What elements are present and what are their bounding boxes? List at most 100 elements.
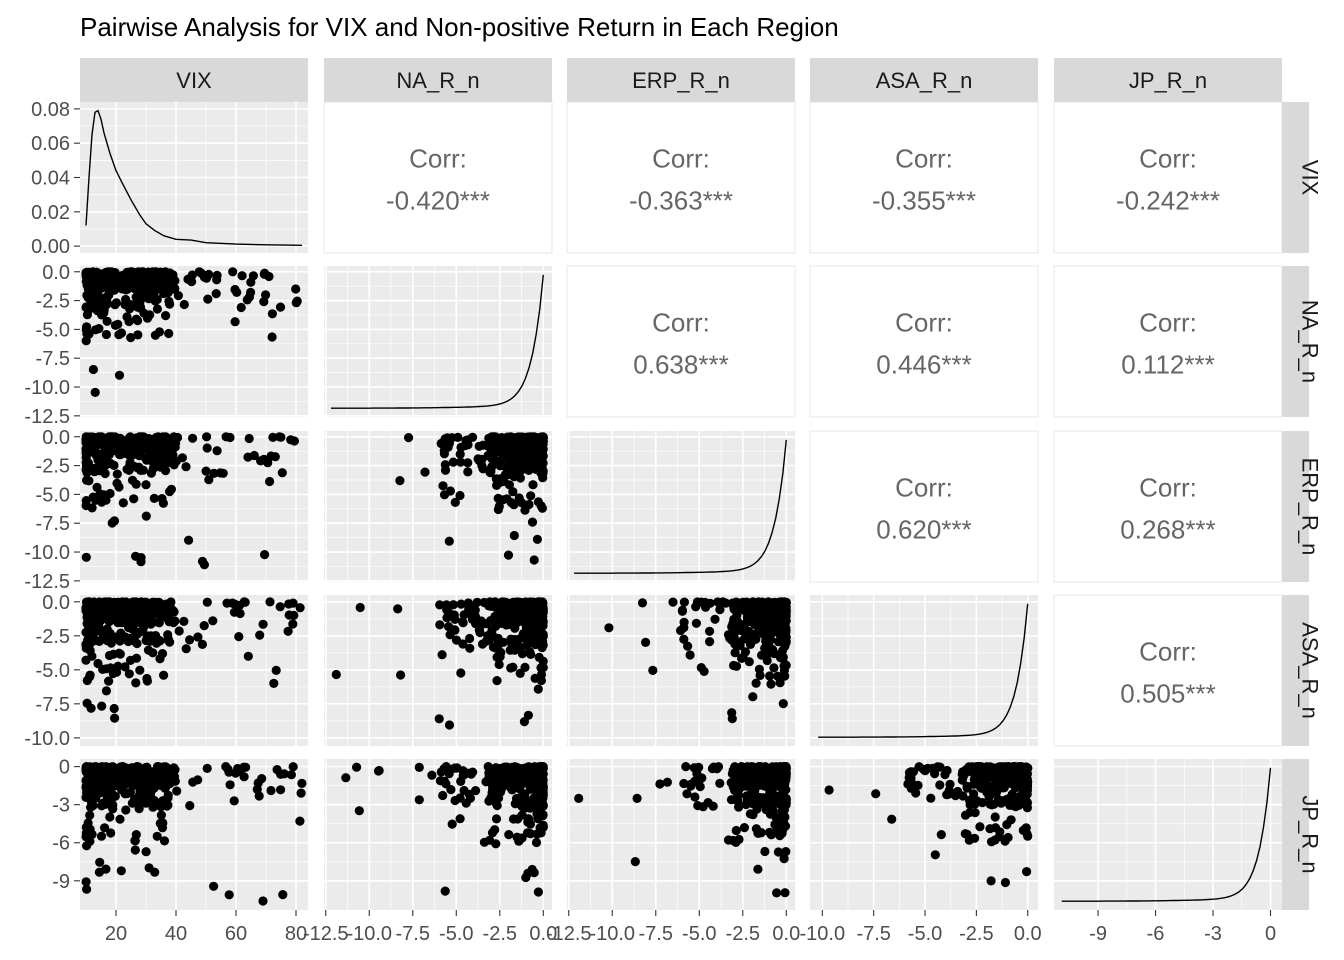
scatter-point <box>174 626 184 636</box>
y-tick-label: -2.5 <box>36 456 70 478</box>
scatter-point <box>485 634 495 644</box>
scatter-point <box>82 310 92 320</box>
panel-NA_R_n-ASA_R_n: Corr: 0.446*** <box>809 265 1039 418</box>
scatter-point <box>744 657 754 667</box>
scatter-point <box>445 610 455 620</box>
scatter-point <box>477 639 488 649</box>
scatter-point <box>767 605 777 615</box>
y-tick-label: -10.0 <box>24 377 70 399</box>
scatter-point <box>732 777 742 787</box>
scatter-point <box>445 486 455 496</box>
scatter-dense-band <box>497 762 548 792</box>
scatter-point <box>928 763 938 773</box>
scatter-point <box>96 831 107 841</box>
x-tick-label: 0.0 <box>1014 923 1042 945</box>
scatter-point <box>448 600 458 610</box>
scatter-point <box>97 701 107 711</box>
scatter-dense-band <box>497 597 548 628</box>
scatter-point <box>89 294 100 305</box>
scatter-point <box>95 489 105 499</box>
y-tick-label: -12.5 <box>24 571 70 593</box>
scatter-point <box>414 762 424 773</box>
scatter-point <box>288 762 298 772</box>
scatter-point <box>150 867 160 877</box>
scatter-point <box>780 888 790 898</box>
scatter-point <box>211 289 221 299</box>
panel-ERP_R_n-JP_R_n: Corr: 0.268*** <box>1053 430 1283 583</box>
y-tick-label: 0.04 <box>31 168 70 190</box>
scatter-point <box>463 467 473 477</box>
scatter-point <box>452 763 462 773</box>
scatter-point <box>970 833 980 843</box>
scatter-point <box>533 814 543 824</box>
scatter-point <box>160 436 171 446</box>
x-tick-label: -2.5 <box>483 923 517 945</box>
scatter-point <box>131 653 142 663</box>
scatter-point <box>503 550 514 560</box>
panel-ASA_R_n-JP_R_n: Corr: 0.505*** <box>1053 594 1283 747</box>
scatter-point <box>779 776 789 786</box>
scatter-point <box>188 433 198 443</box>
scatter-point <box>288 619 298 629</box>
scatter-point <box>444 720 455 730</box>
scatter-point <box>135 302 145 312</box>
scatter-point <box>525 819 536 829</box>
scatter-point <box>82 675 92 686</box>
scatter-point <box>727 708 737 718</box>
x-tick-label: -3 <box>1204 923 1222 945</box>
scatter-point <box>106 797 116 807</box>
scatter-point <box>990 812 1000 822</box>
strip-right-label: JP_R_n <box>1298 795 1323 873</box>
scatter-point <box>486 616 496 626</box>
scatter-point <box>668 597 678 607</box>
scatter-point <box>148 648 158 658</box>
density-line-JP_R_n <box>1061 767 1272 902</box>
scatter-point <box>463 440 473 450</box>
scatter-point <box>536 444 546 454</box>
x-tick-label: 0 <box>1265 923 1276 945</box>
scatter-point <box>129 776 139 786</box>
scatter-point <box>172 786 182 796</box>
scatter-point <box>199 621 209 631</box>
scatter-point <box>141 511 151 521</box>
scatter-point <box>485 467 495 477</box>
scatter-point <box>145 636 155 646</box>
scatter-point <box>456 457 466 467</box>
panel-layer: Corr: -0.420*** Corr: -0.363*** Corr: -0.355*… <box>80 101 1283 910</box>
scatter-point <box>104 650 115 661</box>
panel-ASA_R_n-NA_R_n <box>324 595 552 746</box>
strip-right-label: NA_R_n <box>1298 300 1323 383</box>
x-tick-label: 0.0 <box>772 923 800 945</box>
scatter-point <box>524 636 534 646</box>
scatter-point <box>536 675 547 686</box>
scatter-point <box>141 847 151 857</box>
scatter-point <box>518 436 528 447</box>
scatter-point <box>509 530 519 541</box>
scatter-point <box>91 793 101 803</box>
scatter-point <box>974 778 984 788</box>
x-tick-label: -7.5 <box>856 923 890 945</box>
scatter-point <box>170 765 180 775</box>
scatter-point <box>728 835 738 846</box>
scatter-point <box>731 825 741 836</box>
scatter-point <box>662 777 673 787</box>
scatter-point <box>184 535 194 545</box>
scatter-point <box>156 772 166 782</box>
scatter-point <box>440 465 451 475</box>
scatter-point <box>95 857 105 867</box>
scatter-point <box>779 854 789 864</box>
scatter-point <box>203 294 213 304</box>
strip-right-ERP_R_n <box>1282 431 1309 582</box>
scatter-point <box>685 650 695 660</box>
scatter-point <box>533 684 543 694</box>
scatter-point <box>522 797 532 807</box>
scatter-point <box>517 810 527 820</box>
panel-VIX-VIX <box>80 102 308 253</box>
scatter-point <box>676 625 686 636</box>
chart-title: Pairwise Analysis for VIX and Non-positi… <box>80 12 839 42</box>
corr-label: Corr: <box>895 473 953 503</box>
scatter-point <box>127 798 137 808</box>
strip-top-label: VIX <box>176 68 212 93</box>
scatter-point <box>97 310 107 320</box>
